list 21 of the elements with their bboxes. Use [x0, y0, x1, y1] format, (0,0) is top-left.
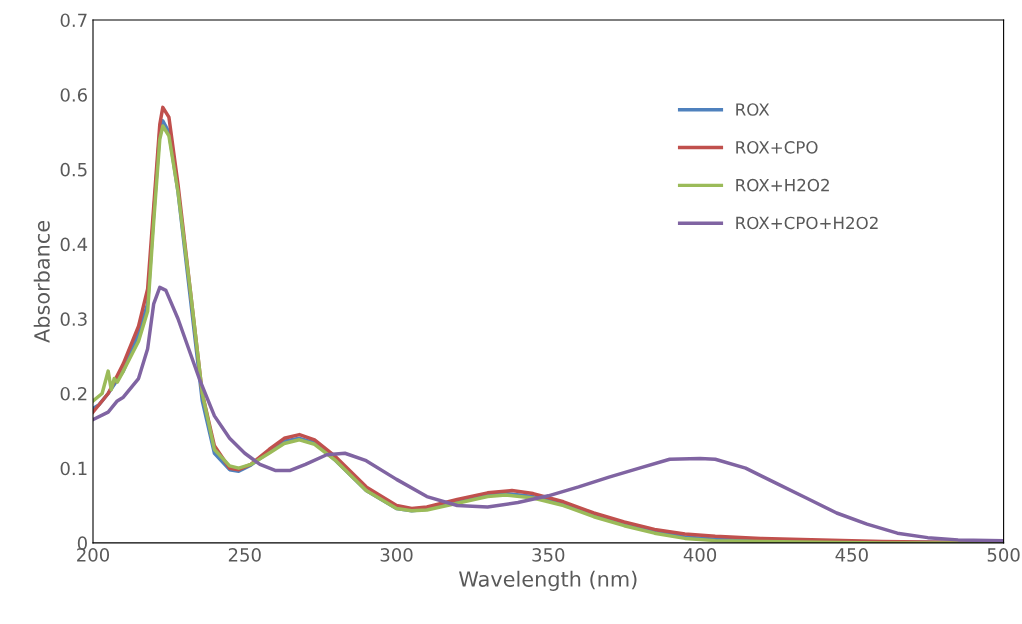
y-tick-label: 0.3 [60, 312, 87, 326]
y-tick-label: 0.2 [60, 386, 87, 401]
legend-label: ROX+CPO [736, 141, 818, 154]
x-tick-label: 350 [532, 548, 565, 562]
x-tick-label: 500 [987, 548, 1020, 562]
legend-label: ROX+CPO+H2O2 [736, 216, 878, 230]
y-axis-title: Absorbance [33, 220, 50, 343]
x-tick-label: 300 [380, 548, 413, 562]
legend-label: ROX [736, 103, 770, 116]
legend-label: ROX+H2O2 [736, 178, 829, 192]
y-tick-label: 0.5 [60, 162, 87, 177]
y-tick-label: 0 [77, 536, 87, 550]
x-tick-label: 400 [683, 548, 717, 562]
x-tick-label: 200 [77, 548, 110, 562]
y-tick-label: 0.7 [60, 13, 87, 28]
y-tick-label: 0.6 [60, 88, 87, 102]
y-tick-label: 0.1 [60, 461, 87, 476]
x-tick-label: 450 [835, 548, 868, 562]
y-tick-label: 0.4 [60, 237, 88, 252]
x-tick-label: 250 [228, 548, 261, 562]
x-axis-title: Wavelength (nm) [459, 570, 637, 591]
